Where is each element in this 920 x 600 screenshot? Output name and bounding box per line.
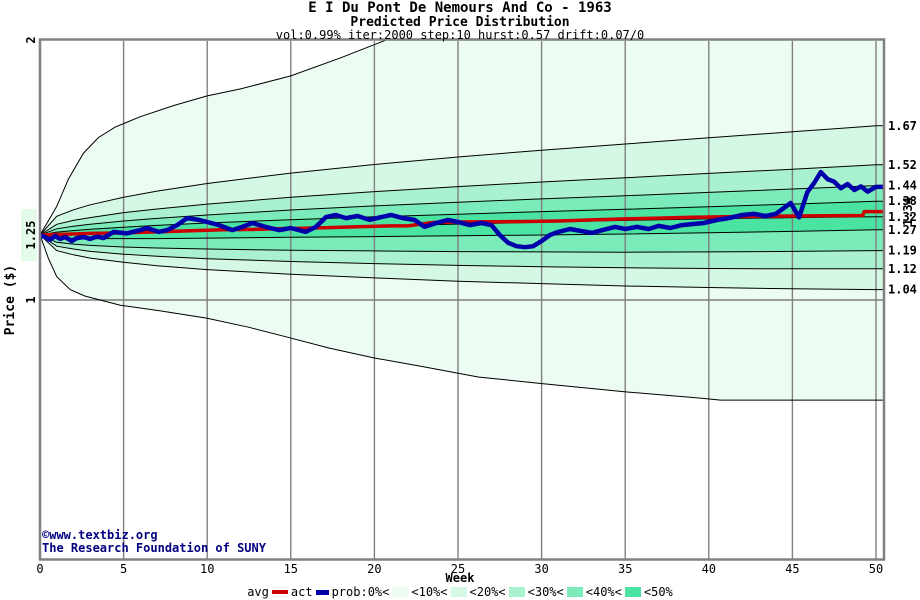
x-tick-label: 50 [869, 562, 883, 576]
legend-prob-step-label-4: <40%< [585, 585, 622, 599]
x-tick-label: 0 [36, 562, 43, 576]
x-tick-label: 20 [367, 562, 381, 576]
x-tick-label: 35 [618, 562, 632, 576]
gridlines [41, 41, 883, 559]
watermark-url: ©www.textbiz.org [42, 528, 158, 542]
legend-prob-step-label-3: <30%< [527, 585, 564, 599]
x-tick-label: 15 [284, 562, 298, 576]
band-edge-l0 [40, 234, 884, 401]
prob-band-0-10lower [40, 235, 884, 401]
x-tick-label: 30 [534, 562, 548, 576]
x-tick-label: 40 [702, 562, 716, 576]
right-price-label: 1.52 [888, 158, 917, 172]
legend-prob-swatch-4 [566, 587, 583, 597]
band-edge-u40 [40, 200, 884, 236]
prob-band-30-40lower [40, 229, 884, 253]
right-price-labels: 1.67 1.52 1.441.38 1.321.27 1.19 1.12 1.04 [888, 119, 917, 297]
start-price-highlight [21, 209, 37, 261]
x-axis-title: Week [445, 571, 475, 585]
legend-prob-swatch-2 [450, 587, 467, 597]
x-tick-label: 45 [785, 562, 799, 576]
right-price-label: 1.67 [888, 119, 917, 133]
band-edge-l30 [40, 234, 884, 253]
watermark-org: The Research Foundation of SUNY [42, 541, 266, 555]
legend-act-swatch [315, 589, 329, 595]
x-tick-label: 10 [200, 562, 214, 576]
prob-band-10-20lower [40, 235, 884, 290]
y-axis-title: Price ($) [3, 265, 18, 335]
legend-prob-swatch-1 [392, 587, 409, 597]
x-tick-labels: 0 5 10 15 20 25 30 35 40 45 50 [36, 562, 883, 576]
x-tick-label: 25 [451, 562, 465, 576]
band-edge-u20 [40, 164, 884, 236]
chart-legend: avg act prob:0%< <10%< <20%< <30%< <40%< <50% [0, 585, 920, 599]
prob-band-10-20upper [40, 125, 884, 235]
series-lines [40, 169, 884, 250]
prob-band-30-40upper [40, 185, 884, 235]
y-tick-label: 1 [24, 296, 38, 303]
y-tick-label: 1.25 [24, 221, 38, 250]
x-tick-label: 5 [120, 562, 127, 576]
right-price-label: 1.19 [888, 244, 917, 258]
legend-avg-swatch [271, 590, 288, 594]
band-edge-l10 [40, 234, 884, 291]
right-price-label: 1.44 [888, 179, 917, 193]
right-price-label: 1.38 [888, 194, 917, 208]
legend-prob-swatch-5 [624, 587, 641, 597]
band-edge-u0 [40, 40, 388, 236]
chart-subtitle: Predicted Price Distribution [350, 15, 570, 30]
legend-prob-step-label-2: <20%< [469, 585, 506, 599]
band-edge-u10 [40, 125, 884, 236]
title-block: E I Du Pont De Nemours And Co - 1963 Pre… [0, 0, 920, 42]
right-price-label: 1.12 [888, 262, 917, 276]
band-edge-l20 [40, 234, 884, 270]
legend-act-label: act [290, 585, 313, 599]
right-price-label: 1.27 [888, 223, 917, 237]
right-price-label: 1.32 [888, 210, 917, 224]
act-line [40, 169, 884, 250]
plot-frame [38, 38, 886, 561]
final-avg-label: 1.34 [901, 197, 915, 226]
legend-prob-label: prob:0%< [331, 585, 390, 599]
prob-band-0-10upper [40, 40, 884, 235]
y-tick-labels: 2 1.25 1 [21, 36, 38, 304]
y-tick-label: 2 [24, 36, 38, 43]
legend-prob-swatch-3 [508, 587, 525, 597]
legend-prob-step-label-1: <10%< [411, 585, 448, 599]
prob-band-20-30upper [40, 164, 884, 235]
watermark: ©www.textbiz.org The Research Foundation… [42, 529, 266, 555]
right-price-label: 1.04 [888, 283, 917, 297]
band-edge-u30 [40, 185, 884, 236]
simulation-params: vol:0.99% iter:2000 step:10 hurst:0.57 d… [275, 28, 645, 42]
prob-bands [40, 40, 884, 401]
legend-avg-label: avg [247, 585, 269, 599]
legend-prob-step-label-5: <50% [643, 585, 673, 599]
chart-title: E I Du Pont De Nemours And Co - 1963 [308, 0, 612, 16]
